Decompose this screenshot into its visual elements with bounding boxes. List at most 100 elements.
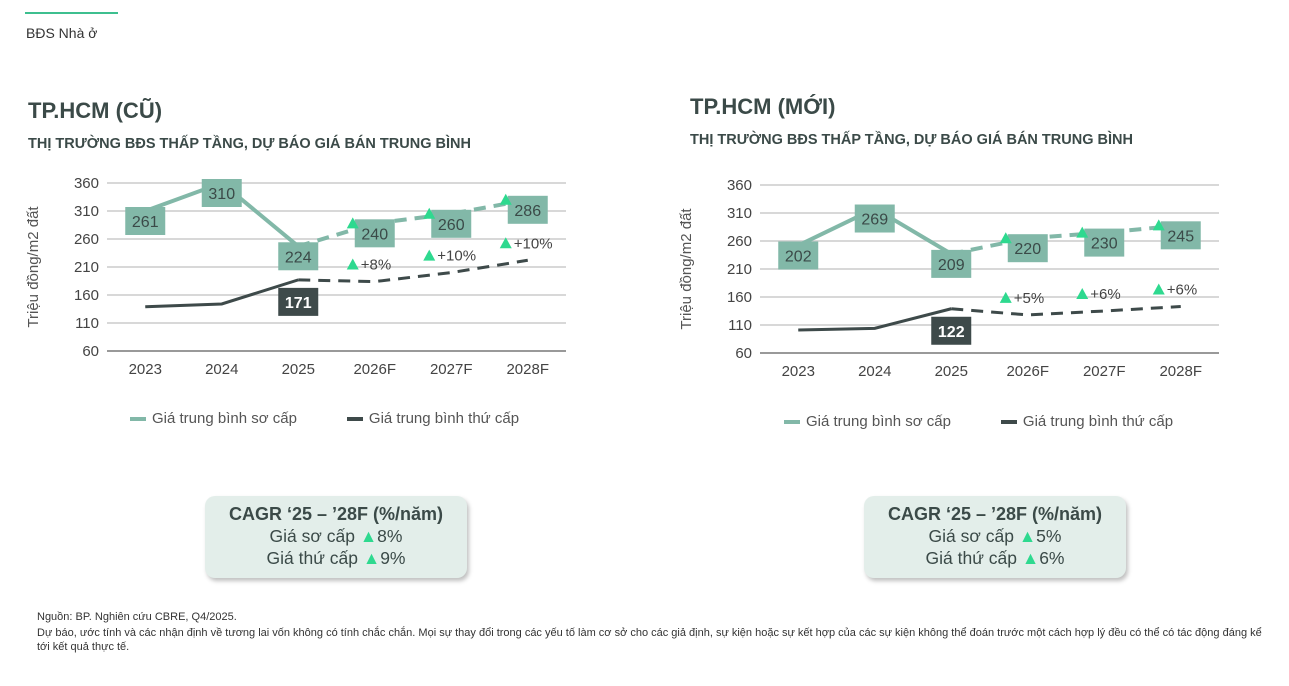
x-tick-label: 2024 <box>205 361 238 378</box>
cagr-secondary-value: 9% <box>380 548 406 568</box>
up-triangle-icon <box>1076 288 1089 299</box>
up-triangle-icon <box>499 193 512 205</box>
cagr-title: CAGR ‘25 – ’28F (%/năm) <box>228 504 444 524</box>
data-label: 122 <box>938 324 965 341</box>
header-accent-line <box>25 12 118 14</box>
data-label: 209 <box>938 257 965 274</box>
x-tick-label: 2025 <box>935 363 968 380</box>
cagr-box-left: CAGR ‘25 – ’28F (%/năm) Giá sơ cấp ▲8% G… <box>205 496 467 578</box>
legend-label-secondary: Giá trung bình thứ cấp <box>368 410 520 427</box>
data-label-box <box>1160 221 1201 250</box>
footer-source: Nguồn: BP. Nghiên cứu CBRE, Q4/2025. <box>37 611 237 623</box>
data-label-box <box>201 179 242 207</box>
cagr-primary-label: Giá sơ cấp <box>928 526 1014 546</box>
data-label-box <box>1007 234 1048 263</box>
up-triangle-icon <box>423 249 436 261</box>
cagr-secondary-label: Giá thứ cấp <box>925 548 1017 568</box>
up-triangle-icon <box>999 291 1012 303</box>
up-triangle-icon <box>346 217 359 229</box>
y-tick-label: 210 <box>74 259 99 276</box>
legend-right: Giá trung bình sơ cấp Giá trung bình thứ… <box>784 413 1173 430</box>
chart-subtitle-right: THỊ TRƯỜNG BĐS THẤP TẦNG, DỰ BÁO GIÁ BÁN… <box>690 132 1133 148</box>
x-tick-label: 2023 <box>782 363 815 380</box>
data-label: 230 <box>1091 236 1118 253</box>
x-tick-label: 2026F <box>353 361 396 378</box>
data-label: 202 <box>785 248 812 265</box>
data-label-box <box>931 249 972 278</box>
data-label-box <box>854 204 895 233</box>
data-label: 245 <box>1167 228 1194 245</box>
cagr-primary-label: Giá sơ cấp <box>269 526 355 546</box>
data-label: 269 <box>861 212 888 229</box>
cagr-primary-value: 5% <box>1036 526 1062 546</box>
chart-subtitle-left: THỊ TRƯỜNG BĐS THẤP TẦNG, DỰ BÁO GIÁ BÁN… <box>28 136 471 152</box>
chart-right: Triệu đồng/m2 đất 360 310 260 210 160 110 60 202… <box>673 162 1253 442</box>
series-line-actual-1 <box>145 278 299 309</box>
x-tick-label: 2026F <box>1006 363 1049 380</box>
data-label-box <box>125 207 166 235</box>
legend-left: Giá trung bình sơ cấp Giá trung bình thứ… <box>130 410 519 427</box>
cagr-title: CAGR ‘25 – ’28F (%/năm) <box>887 504 1103 524</box>
series-line-forecast-0 <box>950 223 1181 256</box>
chart-left: Triệu đồng/m2 đất 360 310 260 210 160 110 60 202… <box>20 160 600 440</box>
growth-label: +8% <box>361 257 391 274</box>
data-label: 171 <box>285 295 312 312</box>
up-triangle-icon: ▲ <box>359 526 378 546</box>
y-tick-label: 60 <box>735 345 752 362</box>
data-label: 286 <box>514 203 541 220</box>
y-axis-label: Triệu đồng/m2 đất <box>25 206 42 328</box>
chart-svg: Triệu đồng/m2 đất 360 310 260 210 160 110 60 202… <box>25 175 566 378</box>
legend-swatch-secondary <box>346 416 363 421</box>
up-triangle-icon <box>423 207 436 219</box>
y-tick-label: 260 <box>727 233 752 250</box>
x-tick-label: 2023 <box>129 361 162 378</box>
data-label-box <box>354 219 395 248</box>
x-tick-label: 2028F <box>1159 363 1202 380</box>
y-tick-label: 360 <box>74 175 99 192</box>
y-tick-label: 160 <box>727 289 752 306</box>
data-label: 240 <box>361 226 388 243</box>
x-tick-label: 2027F <box>430 361 473 378</box>
growth-label: +6% <box>1090 286 1120 303</box>
data-label-box <box>278 287 319 316</box>
up-triangle-icon: ▲ <box>362 548 381 568</box>
y-tick-label: 310 <box>74 203 99 220</box>
data-label: 261 <box>132 214 159 231</box>
footer-disclaimer: Dự báo, ước tính và các nhận định về tươ… <box>37 627 1262 653</box>
y-tick-label: 310 <box>727 205 752 222</box>
y-axis-label: Triệu đồng/m2 đất <box>678 208 695 330</box>
data-label: 224 <box>285 249 312 266</box>
legend-label-primary: Giá trung bình sơ cấp <box>806 413 951 430</box>
chart-svg: Triệu đồng/m2 đất 360 310 260 210 160 110 60 202… <box>678 177 1219 380</box>
cagr-primary-value: 8% <box>377 526 403 546</box>
y-tick-label: 260 <box>74 231 99 248</box>
data-label: 310 <box>208 186 235 203</box>
series-line-forecast-1 <box>298 258 528 284</box>
up-triangle-icon <box>1152 283 1165 295</box>
data-label-box <box>778 241 819 270</box>
y-tick-label: 160 <box>74 287 99 304</box>
chart-title-right: TP.HCM (MỚI) <box>690 94 836 119</box>
data-label: 260 <box>438 217 465 234</box>
y-tick-label: 60 <box>82 343 99 360</box>
growth-label: +6% <box>1167 282 1197 299</box>
x-tick-label: 2028F <box>506 361 549 378</box>
up-triangle-icon <box>1076 226 1089 238</box>
legend-swatch-primary <box>130 416 146 421</box>
up-triangle-icon <box>999 232 1012 244</box>
data-label-box <box>1084 228 1125 257</box>
data-label-box <box>507 195 548 224</box>
legend-label-primary: Giá trung bình sơ cấp <box>152 410 297 427</box>
x-tick-label: 2025 <box>282 361 315 378</box>
growth-label: +10% <box>437 248 476 265</box>
legend-label-secondary: Giá trung bình thứ cấp <box>1022 413 1174 430</box>
cagr-secondary-label: Giá thứ cấp <box>266 548 358 568</box>
data-label: 220 <box>1014 241 1041 258</box>
data-label-box <box>431 209 472 238</box>
growth-label: +5% <box>1014 290 1044 307</box>
series-line-actual-1 <box>798 307 952 332</box>
cagr-box-right: CAGR ‘25 – ’28F (%/năm) Giá sơ cấp ▲5% G… <box>864 496 1126 578</box>
legend-swatch-primary <box>784 419 800 424</box>
legend-swatch-secondary <box>1000 419 1017 424</box>
growth-label: +10% <box>514 235 553 252</box>
